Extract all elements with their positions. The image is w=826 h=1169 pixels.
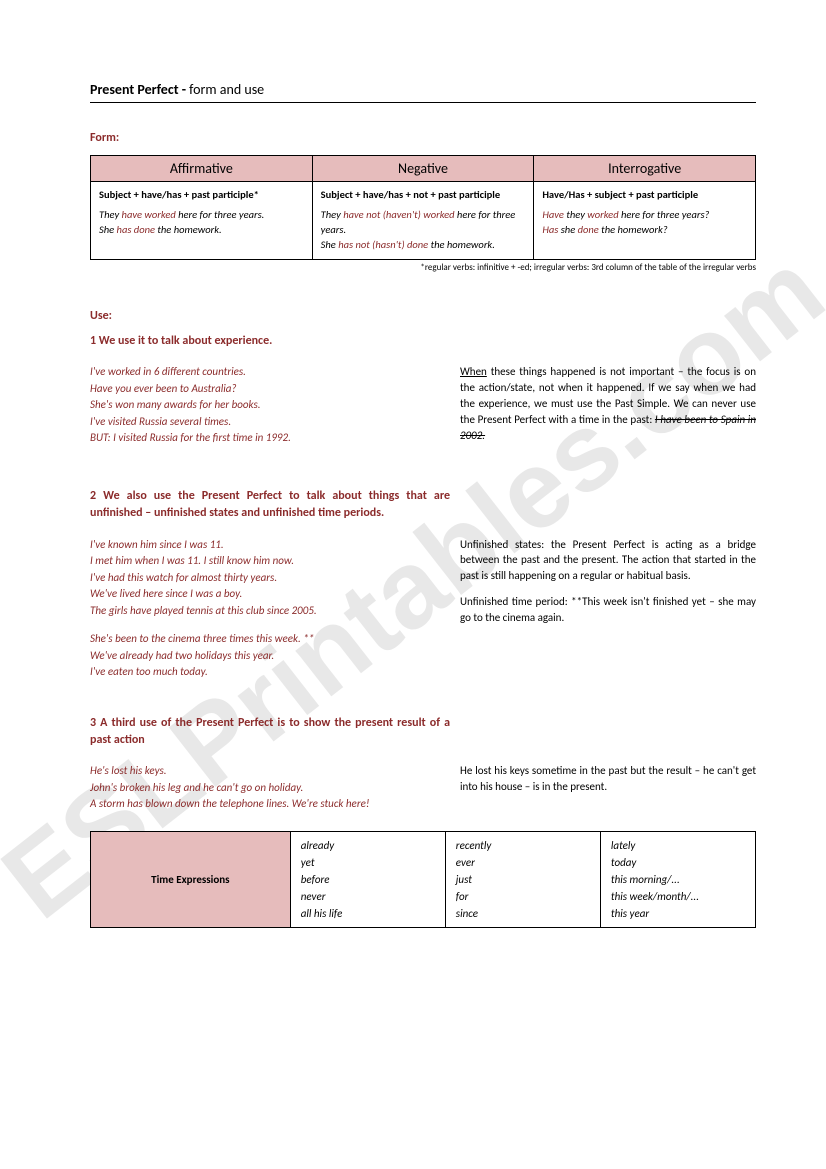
use-heading: Use: [90,309,756,323]
ex-verb: Has [542,223,558,236]
ex-text: She [99,223,117,236]
use2-head: 2 We also use the Present Perfect to tal… [90,488,450,523]
ex-text: they [564,208,587,221]
use2-ex2: She's been to the cinema three times thi… [90,631,430,681]
ex-verb: done [578,223,599,236]
ex-verb: have worked [122,208,176,221]
header-negative: Negative [312,156,534,182]
form-header-row: Affirmative Negative Interrogative [91,156,756,182]
use3-cols: He's lost his keys. John's broken his le… [90,763,756,813]
use1-cols: I've worked in 6 different countries. Ha… [90,364,756,454]
cell-interrogative: Have/Has + subject + past participle Hav… [534,182,756,260]
cell-negative: Subject + have/has + not + past particip… [312,182,534,260]
ex-text: She [321,238,339,251]
example: Have they worked here for three years? H… [542,207,747,237]
rule: Subject + have/has + not + past particip… [321,188,526,201]
time-row: Time Expressions already yet before neve… [91,831,756,927]
time-col3: lately today this morning/... this week/… [600,831,755,927]
time-col2: recently ever just for since [445,831,600,927]
use2-note: Unfinished states: the Present Perfect i… [460,537,756,681]
use2-note1: Unfinished states: the Present Perfect i… [460,537,756,585]
ex-text: here for three years? [619,208,710,221]
use-1: 1 We use it to talk about experience. I'… [90,333,756,454]
use1-head: 1 We use it to talk about experience. [90,333,450,350]
use2-cols: I've known him since I was 11. I met him… [90,537,756,681]
ex-verb: have not (haven't) worked [343,208,454,221]
ex-text: They [99,208,122,221]
page-title: Present Perfect - form and use [90,80,756,103]
rule: Subject + have/has + past participle* [99,188,304,201]
ex-verb: has not (hasn't) done [338,238,428,251]
example: They have not (haven't) worked here for … [321,207,526,253]
form-footnote: *regular verbs: infinitive + -ed; irregu… [90,262,756,273]
ex-text: the homework. [428,238,495,251]
time-label: Time Expressions [91,831,291,927]
ex-text: They [321,208,344,221]
ex-verb: Have [542,208,564,221]
ex-text: the homework. [155,223,222,236]
time-expressions-table: Time Expressions already yet before neve… [90,831,756,928]
header-affirmative: Affirmative [91,156,313,182]
form-heading: Form: [90,131,756,145]
example: They have worked here for three years. S… [99,207,304,237]
title-bold: Present Perfect - [90,81,189,98]
ex-verb: has done [117,223,155,236]
use-3: 3 A third use of the Present Perfect is … [90,715,756,813]
use2-examples: I've known him since I was 11. I met him… [90,537,430,681]
title-light: form and use [189,81,264,98]
use1-examples: I've worked in 6 different countries. Ha… [90,364,430,454]
use2-note2: Unfinished time period: **This week isn'… [460,594,756,626]
page: Present Perfect - form and use Form: Aff… [0,0,826,978]
note-underline: When [460,365,487,378]
use-2: 2 We also use the Present Perfect to tal… [90,488,756,681]
ex-verb: worked [587,208,618,221]
use3-examples: He's lost his keys. John's broken his le… [90,763,430,813]
time-col1: already yet before never all his life [290,831,445,927]
use3-note: He lost his keys sometime in the past bu… [460,763,756,813]
form-body-row: Subject + have/has + past participle* Th… [91,182,756,260]
ex-text: here for three years. [176,208,265,221]
use3-head: 3 A third use of the Present Perfect is … [90,715,450,750]
use2-ex1: I've known him since I was 11. I met him… [90,537,430,620]
use1-note: When these things happened is not import… [460,364,756,454]
ex-text: she [558,223,577,236]
header-interrogative: Interrogative [534,156,756,182]
use3-note-text: He lost his keys sometime in the past bu… [460,763,756,795]
form-table: Affirmative Negative Interrogative Subje… [90,155,756,260]
rule: Have/Has + subject + past participle [542,188,747,201]
ex-text: the homework? [599,223,668,236]
cell-affirmative: Subject + have/has + past participle* Th… [91,182,313,260]
